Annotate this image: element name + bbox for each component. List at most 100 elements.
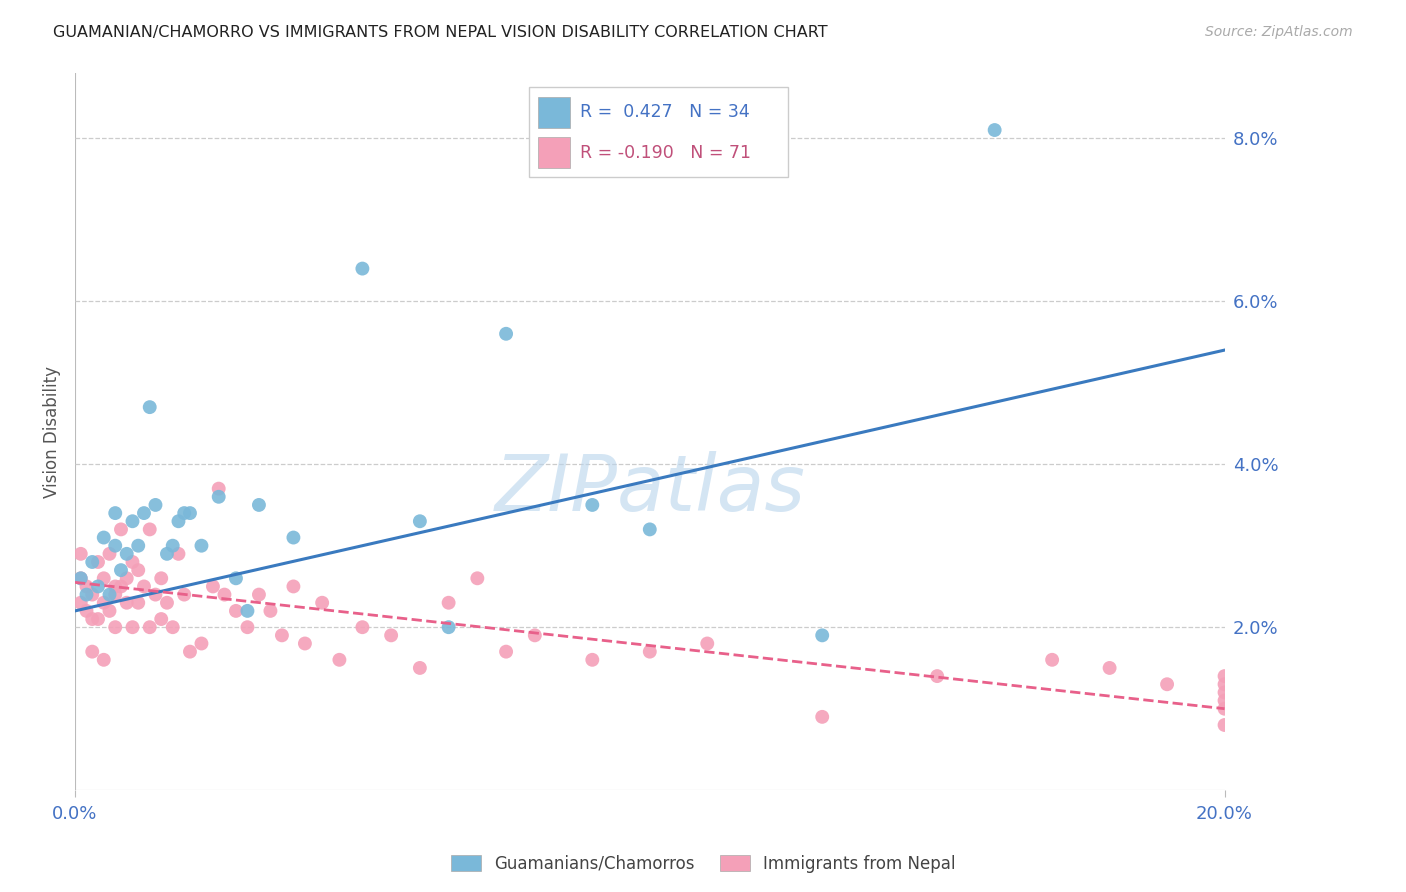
Point: [437, 596, 460, 610]
Point: [69, 547, 91, 561]
Point: [162, 539, 184, 553]
Point: [208, 482, 231, 496]
Point: [247, 588, 270, 602]
Point: [127, 539, 149, 553]
Point: [156, 596, 179, 610]
Text: GUAMANIAN/CHAMORRO VS IMMIGRANTS FROM NEPAL VISION DISABILITY CORRELATION CHART: GUAMANIAN/CHAMORRO VS IMMIGRANTS FROM NE…: [53, 25, 828, 40]
Point: [1213, 693, 1236, 707]
Point: [150, 612, 173, 626]
Point: [696, 636, 718, 650]
Point: [638, 645, 661, 659]
Point: [98, 588, 121, 602]
Point: [167, 547, 190, 561]
Point: [179, 506, 201, 520]
Point: [225, 604, 247, 618]
Point: [138, 400, 160, 414]
Point: [104, 620, 127, 634]
Point: [437, 620, 460, 634]
Text: Source: ZipAtlas.com: Source: ZipAtlas.com: [1205, 25, 1353, 39]
Point: [190, 636, 212, 650]
Point: [208, 490, 231, 504]
Point: [76, 588, 98, 602]
Point: [98, 547, 121, 561]
Point: [110, 522, 132, 536]
Text: R =  0.427   N = 34: R = 0.427 N = 34: [579, 103, 749, 121]
Point: [311, 596, 333, 610]
Point: [271, 628, 294, 642]
Point: [82, 555, 104, 569]
Point: [1040, 653, 1063, 667]
Point: [121, 620, 143, 634]
Point: [132, 579, 155, 593]
Point: [69, 571, 91, 585]
Point: [150, 571, 173, 585]
Point: [104, 579, 127, 593]
Y-axis label: Vision Disability: Vision Disability: [44, 366, 60, 498]
Point: [259, 604, 281, 618]
Point: [581, 653, 603, 667]
Point: [121, 514, 143, 528]
Point: [1213, 669, 1236, 683]
Point: [495, 326, 517, 341]
Point: [93, 653, 115, 667]
Point: [110, 563, 132, 577]
FancyBboxPatch shape: [538, 136, 571, 169]
Point: [283, 579, 305, 593]
Point: [523, 628, 546, 642]
Point: [87, 555, 110, 569]
Point: [495, 645, 517, 659]
Point: [145, 588, 167, 602]
Point: [173, 506, 195, 520]
Point: [380, 628, 402, 642]
Point: [409, 514, 432, 528]
FancyBboxPatch shape: [529, 87, 787, 177]
Point: [138, 620, 160, 634]
Point: [127, 596, 149, 610]
FancyBboxPatch shape: [538, 96, 571, 128]
Point: [811, 628, 834, 642]
Point: [167, 514, 190, 528]
Point: [156, 547, 179, 561]
Point: [173, 588, 195, 602]
Point: [110, 579, 132, 593]
Point: [236, 604, 259, 618]
Point: [69, 596, 91, 610]
Point: [1098, 661, 1121, 675]
Point: [93, 571, 115, 585]
Point: [927, 669, 949, 683]
Point: [115, 571, 138, 585]
Point: [115, 547, 138, 561]
Point: [409, 661, 432, 675]
Point: [93, 531, 115, 545]
Point: [225, 571, 247, 585]
Point: [283, 531, 305, 545]
Point: [1213, 677, 1236, 691]
Point: [638, 522, 661, 536]
Point: [115, 596, 138, 610]
Point: [82, 645, 104, 659]
Point: [236, 620, 259, 634]
Point: [98, 604, 121, 618]
Text: ZIPatlas: ZIPatlas: [495, 451, 806, 527]
Point: [127, 563, 149, 577]
Point: [983, 123, 1005, 137]
Point: [467, 571, 489, 585]
Point: [190, 539, 212, 553]
Point: [201, 579, 224, 593]
Point: [104, 539, 127, 553]
Point: [76, 604, 98, 618]
Point: [247, 498, 270, 512]
Point: [1156, 677, 1178, 691]
Point: [132, 506, 155, 520]
Point: [811, 710, 834, 724]
Point: [328, 653, 350, 667]
Point: [162, 620, 184, 634]
Point: [1213, 685, 1236, 699]
Point: [1213, 718, 1236, 732]
Point: [581, 498, 603, 512]
Point: [352, 620, 374, 634]
Point: [76, 579, 98, 593]
Point: [294, 636, 316, 650]
Point: [87, 612, 110, 626]
Point: [104, 588, 127, 602]
